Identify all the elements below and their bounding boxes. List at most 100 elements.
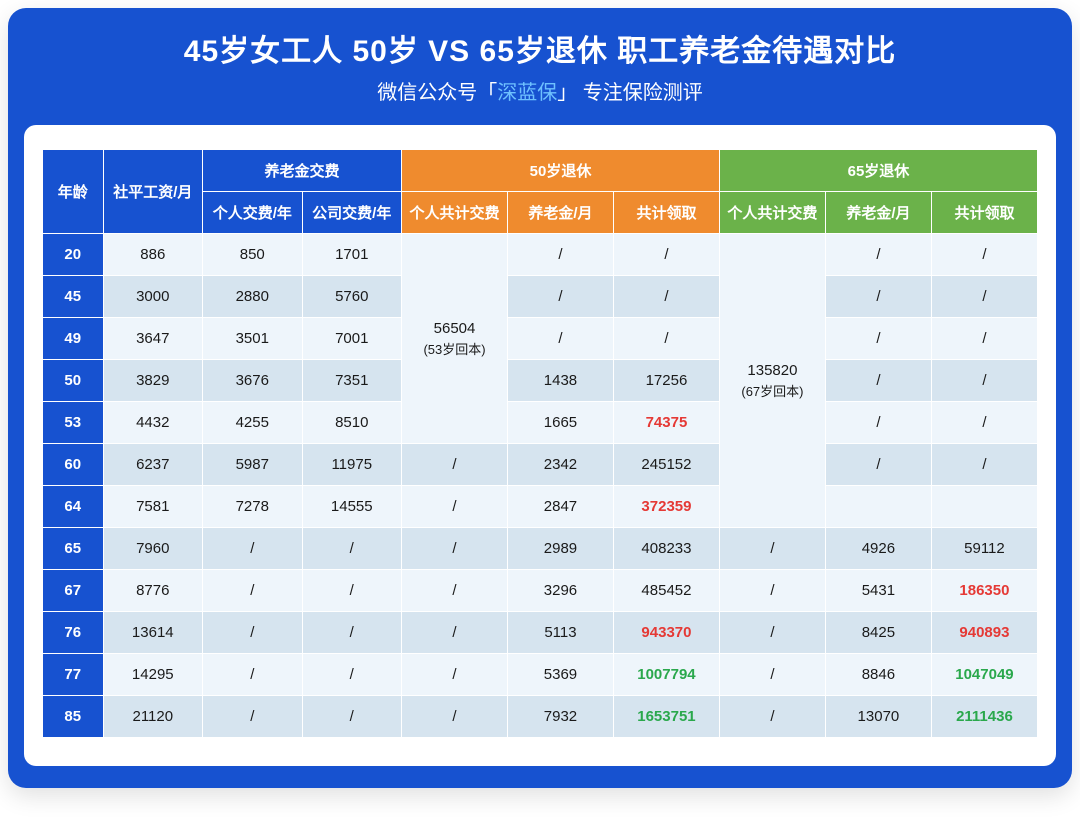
pay-personal-cell: 3676 [203,360,302,402]
salary-cell: 21120 [103,696,202,738]
r65-pension-cell: 4926 [825,528,931,570]
th-r50-paid: 个人共计交费 [402,192,508,234]
salary-cell: 7581 [103,486,202,528]
th-retire-65-group: 65岁退休 [719,150,1037,192]
pay-company-cell: / [302,570,402,612]
th-salary: 社平工资/月 [103,150,202,234]
th-pay-personal: 个人交费/年 [203,192,302,234]
pay-company-cell: 5760 [302,276,402,318]
r50-paid-merged: 56504(53岁回本) [402,234,508,444]
age-cell: 76 [43,612,104,654]
r65-total-cell [931,486,1037,528]
r50-pension-cell: 7932 [507,696,613,738]
th-r65-pension: 养老金/月 [825,192,931,234]
pay-personal-cell: 2880 [203,276,302,318]
subtitle-brand: 深蓝保 [497,82,557,104]
r50-pension-cell: 2847 [507,486,613,528]
age-cell: 45 [43,276,104,318]
table-body: 20886850170156504(53岁回本)//135820(67岁回本)/… [43,234,1038,738]
r65-paid-cell: / [719,696,825,738]
r50-pension-cell: 5113 [507,612,613,654]
pay-personal-cell: / [203,528,302,570]
r65-paid-merged: 135820(67岁回本) [719,234,825,528]
r50-total-cell: 943370 [613,612,719,654]
r65-total-cell: / [931,234,1037,276]
r50-total-cell: 245152 [613,444,719,486]
r50-total-cell: 17256 [613,360,719,402]
age-cell: 77 [43,654,104,696]
table-row: 657960///2989408233/492659112 [43,528,1038,570]
r65-pension-cell: / [825,360,931,402]
th-pay-company: 公司交费/年 [302,192,402,234]
th-r50-pension: 养老金/月 [507,192,613,234]
r50-paid-cell: / [402,570,508,612]
pay-personal-cell: 3501 [203,318,302,360]
th-retire-50-group: 50岁退休 [402,150,720,192]
r65-pension-cell: 13070 [825,696,931,738]
r50-total-cell: 485452 [613,570,719,612]
r50-pension-cell: / [507,318,613,360]
r50-paid-cell: / [402,654,508,696]
r65-paid-cell: / [719,570,825,612]
r50-pension-cell: 3296 [507,570,613,612]
title-bar: 45岁女工人 50岁 VS 65岁退休 职工养老金待遇对比 微信公众号「深蓝保」… [8,8,1072,111]
pay-personal-cell: 5987 [203,444,302,486]
salary-cell: 13614 [103,612,202,654]
pay-company-cell: 8510 [302,402,402,444]
pay-company-cell: 7351 [302,360,402,402]
table-header: 年龄 社平工资/月 养老金交费 50岁退休 65岁退休 个人交费/年 公司交费/… [43,150,1038,234]
pay-personal-cell: / [203,696,302,738]
r50-total-cell: / [613,276,719,318]
r50-pension-cell: 1438 [507,360,613,402]
r65-total-cell: 186350 [931,570,1037,612]
r50-total-cell: 1007794 [613,654,719,696]
salary-cell: 14295 [103,654,202,696]
pay-personal-cell: 850 [203,234,302,276]
r65-pension-cell: / [825,318,931,360]
pay-company-cell: 7001 [302,318,402,360]
r65-total-cell: 2111436 [931,696,1037,738]
r50-paid-cell: / [402,612,508,654]
pay-company-cell: 11975 [302,444,402,486]
salary-cell: 8776 [103,570,202,612]
table-row: 20886850170156504(53岁回本)//135820(67岁回本)/… [43,234,1038,276]
r50-paid-cell: / [402,444,508,486]
age-cell: 53 [43,402,104,444]
r50-pension-cell: 5369 [507,654,613,696]
salary-cell: 3000 [103,276,202,318]
table-row: 50382936767351143817256// [43,360,1038,402]
card-container: 45岁女工人 50岁 VS 65岁退休 职工养老金待遇对比 微信公众号「深蓝保」… [8,8,1072,788]
r65-pension-cell: / [825,402,931,444]
table-row: 7613614///5113943370/8425940893 [43,612,1038,654]
age-cell: 67 [43,570,104,612]
salary-cell: 7960 [103,528,202,570]
table-row: 647581727814555/2847372359 [43,486,1038,528]
r65-total-cell: / [931,402,1037,444]
r50-pension-cell: 2989 [507,528,613,570]
table-row: 49364735017001//// [43,318,1038,360]
r50-pension-cell: / [507,234,613,276]
r65-paid-cell: / [719,612,825,654]
r50-total-cell: 74375 [613,402,719,444]
th-pay-group: 养老金交费 [203,150,402,192]
r65-pension-cell: 8846 [825,654,931,696]
r50-paid-cell: / [402,696,508,738]
table-row: 8521120///79321653751/130702111436 [43,696,1038,738]
r50-total-cell: 1653751 [613,696,719,738]
pay-company-cell: / [302,612,402,654]
th-r50-total: 共计领取 [613,192,719,234]
r65-pension-cell: 5431 [825,570,931,612]
r65-total-cell: / [931,444,1037,486]
page-title: 45岁女工人 50岁 VS 65岁退休 职工养老金待遇对比 [8,26,1072,70]
age-cell: 50 [43,360,104,402]
r50-paid-cell: / [402,528,508,570]
r65-pension-cell: / [825,276,931,318]
r65-paid-cell: / [719,654,825,696]
age-cell: 49 [43,318,104,360]
age-cell: 20 [43,234,104,276]
r65-pension-cell: / [825,444,931,486]
pay-personal-cell: / [203,570,302,612]
r50-total-cell: 372359 [613,486,719,528]
r65-total-cell: 940893 [931,612,1037,654]
subtitle-suffix: 」 专注保险测评 [557,82,703,104]
